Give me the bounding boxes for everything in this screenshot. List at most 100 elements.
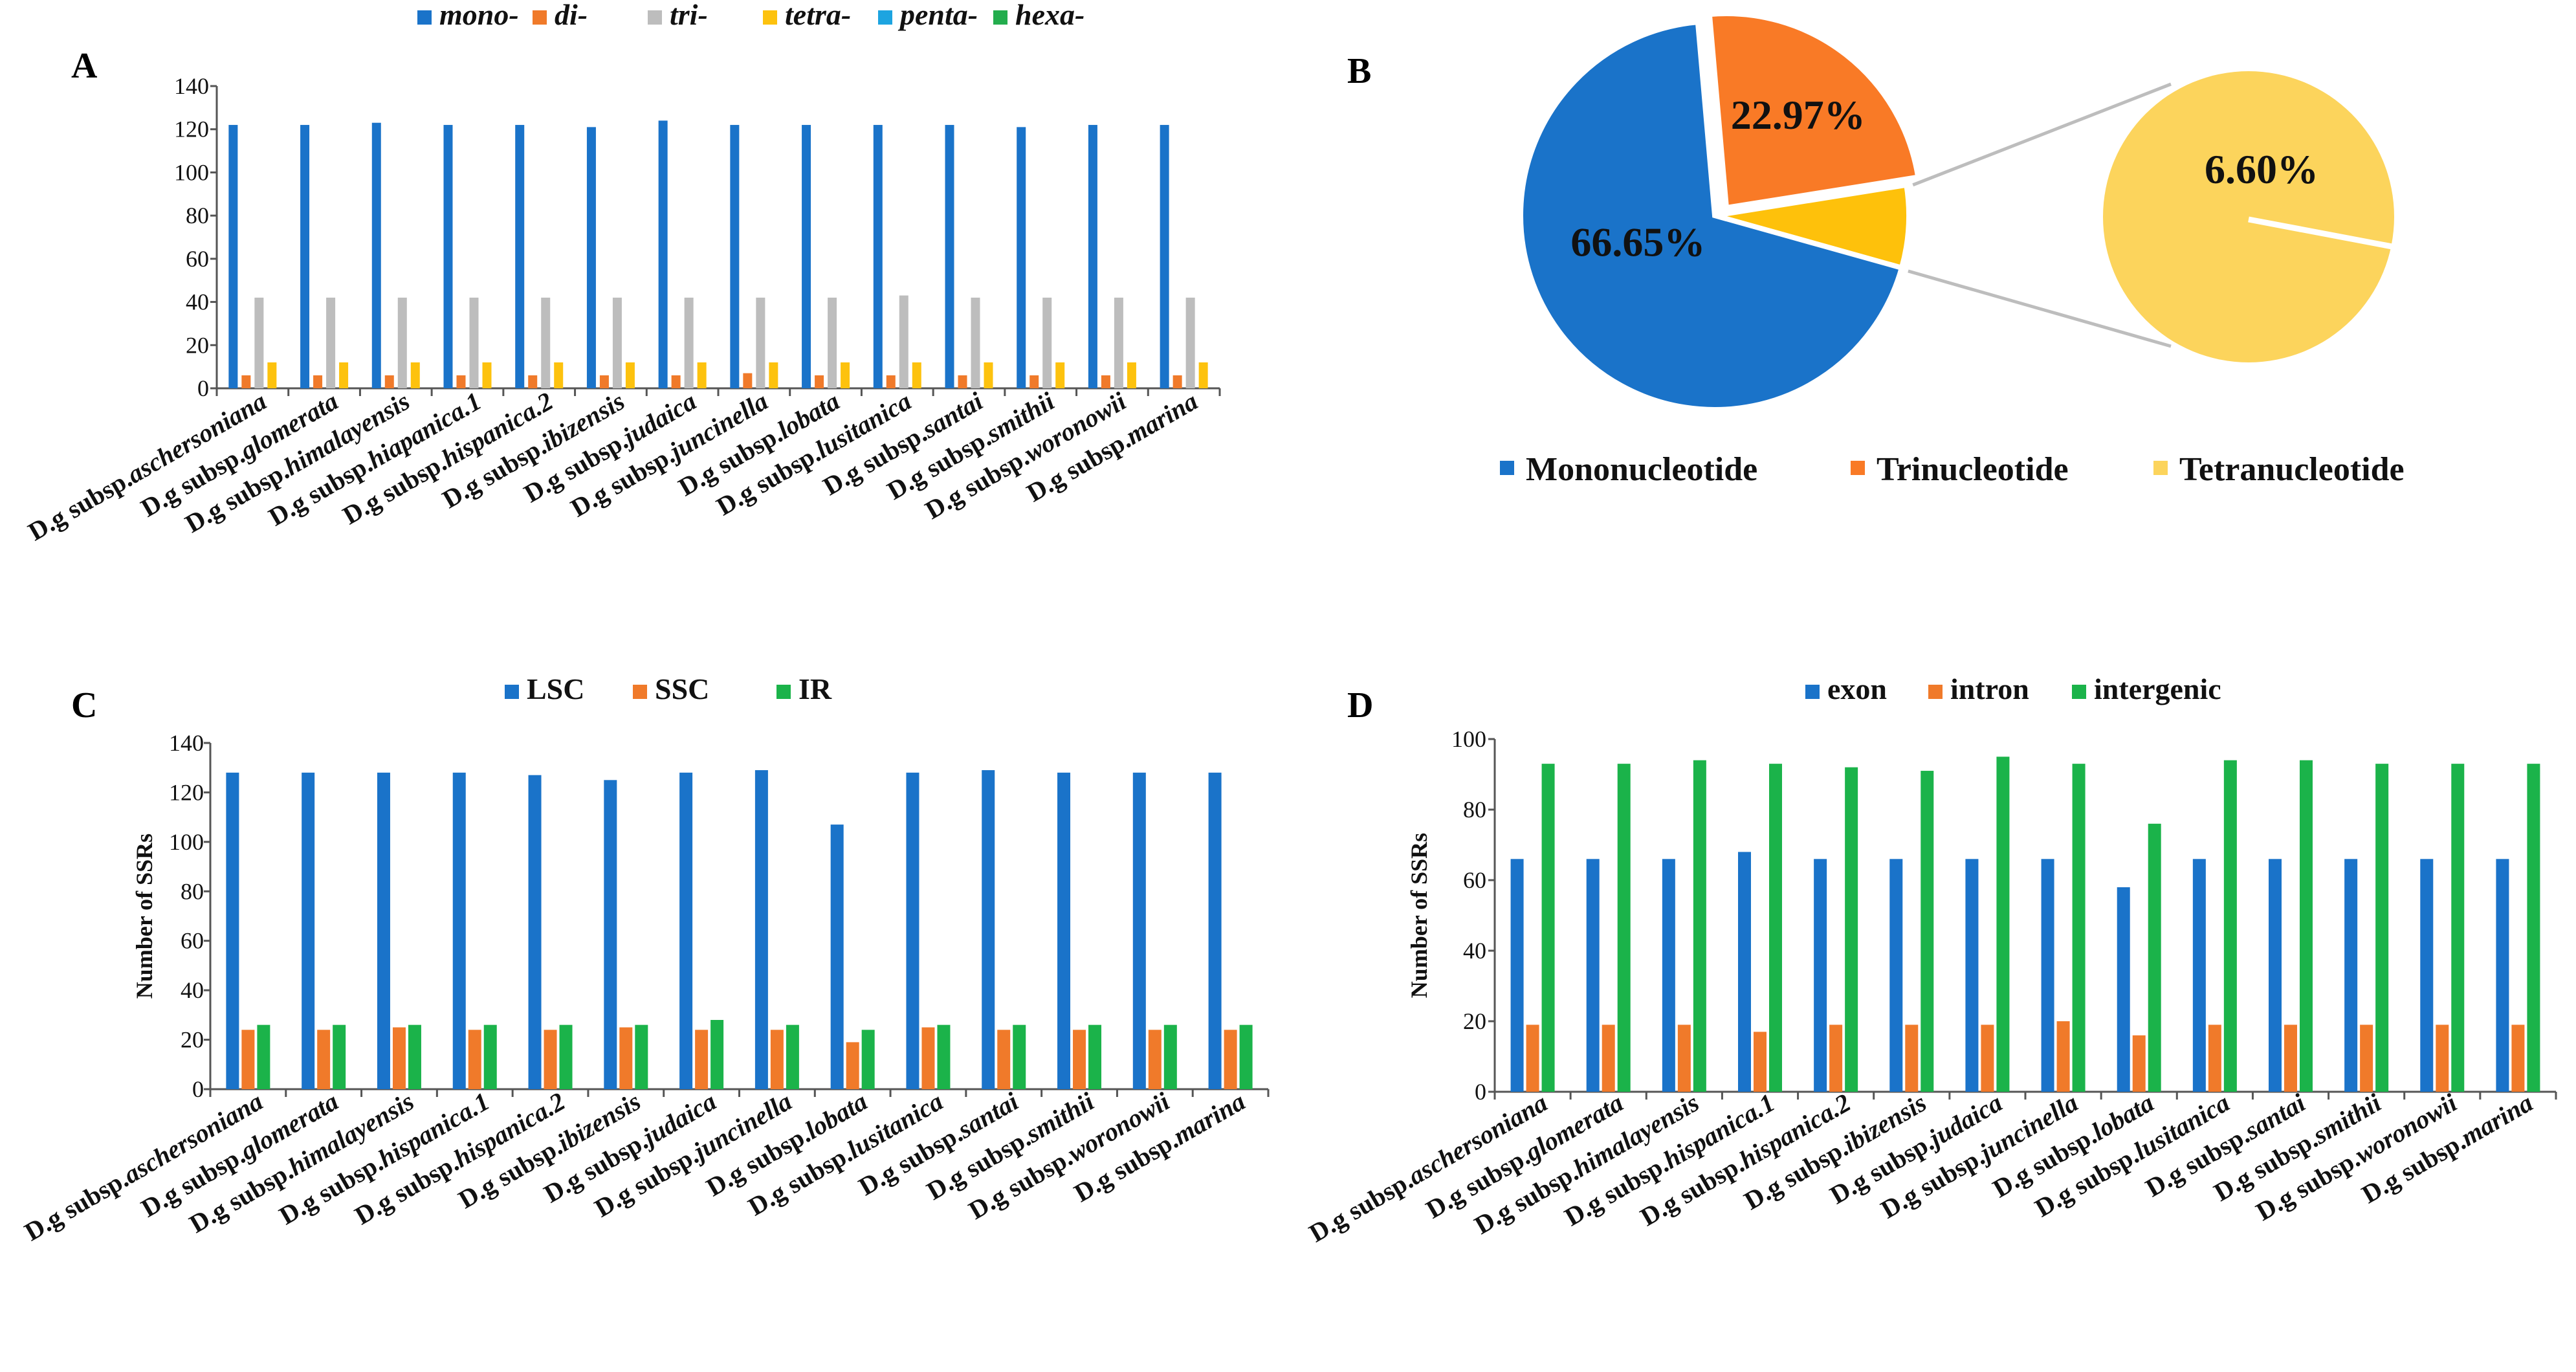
legend-item-tri: tri- <box>648 0 708 31</box>
pie-slice-mononucleotide <box>1518 19 1905 412</box>
x-axis <box>1493 1090 2557 1100</box>
bar-tetra-lusitanica <box>912 362 921 388</box>
bar-mono-hispanica.2 <box>515 125 525 389</box>
bar-intergenic-lobata <box>2148 823 2161 1092</box>
y-axis: 0 20 40 60 80 100 120 140 <box>174 73 218 401</box>
bar-intergenic-lusitanica <box>2223 760 2237 1092</box>
bar-tri-santai <box>971 297 980 388</box>
bar-di-woronowii <box>1101 375 1110 388</box>
bar-intergenic-juncinella <box>2072 764 2086 1092</box>
y-tick-label: 60 <box>186 246 209 272</box>
bar-exon-glomerata <box>1586 859 1600 1092</box>
pie-legend: Mononucleotide Trinucleotide Tetranucleoti… <box>1500 451 2405 488</box>
bar-IR-glomerata <box>333 1024 346 1089</box>
y-tick-label: 120 <box>174 116 209 142</box>
bar-SSC-santai <box>997 1030 1011 1089</box>
panel-label: C <box>71 685 97 725</box>
bar-exon-lusitanica <box>2192 859 2206 1092</box>
bar-exon-smithii <box>2344 859 2358 1092</box>
bar-LSC-ibizensis <box>604 780 617 1089</box>
legend-swatch-LSC <box>505 685 519 699</box>
pie-label-trinucleotide: 22.97% <box>1731 92 1866 138</box>
bar-intergenic-hispanica.1 <box>1769 764 1782 1092</box>
bar-LSC-santai <box>982 770 995 1089</box>
pie-legend-swatch <box>2153 461 2168 475</box>
bar-IR-lobata <box>861 1030 875 1089</box>
legend-item-tetra: tetra- <box>763 0 851 31</box>
legend-label-tri: tri- <box>670 0 708 31</box>
bar-LSC-lobata <box>830 824 844 1089</box>
bar-tri-himalayensis <box>397 297 407 388</box>
legend-swatch-intergenic <box>2072 685 2086 699</box>
bar-SSC-aschersoniana <box>241 1030 255 1089</box>
panel-b-pie-chart: B 66.65% 22.97% 6.60% Mononucleotide Trinucle… <box>1347 11 2405 488</box>
legend-label-tetra: tetra- <box>785 0 851 31</box>
bar-tri-lobata <box>828 297 837 388</box>
bar-di-juncinella <box>743 373 753 388</box>
bar-mono-aschersoniana <box>228 125 238 389</box>
bar-di-santai <box>958 375 967 388</box>
bar-tetra-hispanica.2 <box>554 362 564 388</box>
legend-label-intergenic: intergenic <box>2094 672 2221 705</box>
bar-tri-glomerata <box>326 297 336 388</box>
panel-label: B <box>1347 51 1371 91</box>
bar-SSC-judaica <box>695 1030 709 1089</box>
bar-LSC-lusitanica <box>906 772 919 1089</box>
bar-intron-hispanica.2 <box>1829 1024 1843 1092</box>
bar-di-ibizensis <box>599 375 609 388</box>
legend-label-penta: penta- <box>897 0 978 31</box>
y-tick-label: 0 <box>197 375 209 401</box>
y-axis-title: Number of SSRs <box>1406 833 1432 998</box>
bar-di-hiapanica.1 <box>456 375 466 388</box>
bar-LSC-marina <box>1208 772 1222 1089</box>
bar-intron-woronowii <box>2436 1024 2449 1092</box>
bar-LSC-hispanica.1 <box>452 772 466 1089</box>
bar-intergenic-ibizensis <box>1921 771 1934 1092</box>
y-tick-label: 100 <box>174 159 209 185</box>
legend: exon intron intergenic <box>1805 672 2221 705</box>
bar-intron-smithii <box>2360 1024 2373 1092</box>
bar-intergenic-glomerata <box>1617 764 1631 1092</box>
bar-SSC-woronowii <box>1148 1030 1161 1089</box>
bar-mono-santai <box>945 125 954 389</box>
zoom-connector-bottom <box>1908 269 2172 348</box>
bar-LSC-himalayensis <box>377 772 390 1089</box>
bar-exon-santai <box>2269 859 2282 1092</box>
legend-label-SSC: SSC <box>655 672 709 705</box>
bar-tri-smithii <box>1042 297 1052 388</box>
bar-IR-ibizensis <box>635 1024 648 1089</box>
bar-SSC-hispanica.2 <box>544 1030 557 1089</box>
y-tick-label: 60 <box>1463 867 1486 893</box>
legend-swatch-tri <box>648 10 662 25</box>
bar-tetra-santai <box>984 362 993 388</box>
zoom-label: 6.60% <box>2205 146 2318 192</box>
legend-swatch-IR <box>776 685 791 699</box>
bar-intron-ibizensis <box>1905 1024 1919 1092</box>
bars <box>226 770 1253 1089</box>
bar-SSC-marina <box>1224 1030 1237 1089</box>
bar-mono-hiapanica.1 <box>443 125 453 389</box>
legend-label-di: di- <box>555 0 588 31</box>
legend-label-intron: intron <box>1950 672 2029 705</box>
bar-intron-hispanica.1 <box>1754 1032 1767 1092</box>
bar-IR-hispanica.2 <box>559 1024 573 1089</box>
bar-intron-juncinella <box>2056 1021 2070 1092</box>
bar-tetra-lobata <box>841 362 850 388</box>
bar-tri-lusitanica <box>899 295 908 388</box>
y-tick-label: 20 <box>1463 1008 1486 1034</box>
bar-intergenic-smithii <box>2375 764 2389 1092</box>
pie-legend-swatch <box>1500 461 1514 475</box>
bar-exon-ibizensis <box>1889 859 1903 1092</box>
bar-tetra-hiapanica.1 <box>482 362 492 388</box>
pie-label-mononucleotide: 66.65% <box>1570 219 1705 265</box>
legend-swatch-di <box>533 10 547 25</box>
x-axis <box>215 387 1221 396</box>
bar-LSC-woronowii <box>1132 772 1146 1089</box>
x-category-name: marina <box>1121 386 1202 450</box>
bar-tri-judaica <box>684 297 694 388</box>
bar-tetra-ibizensis <box>625 362 635 388</box>
pie-legend-label: Trinucleotide <box>1877 451 2069 488</box>
